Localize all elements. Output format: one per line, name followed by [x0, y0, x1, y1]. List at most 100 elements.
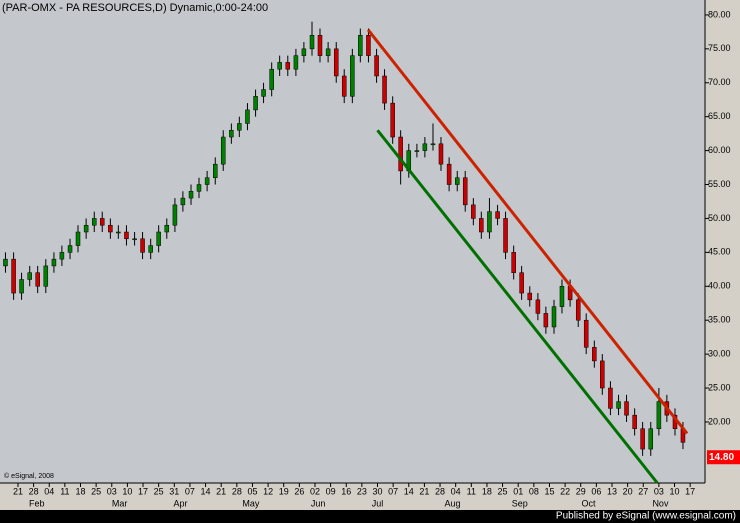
- candle-body: [269, 68, 274, 90]
- candle-body: [583, 319, 589, 348]
- candle-body: [213, 163, 218, 178]
- candle-body: [656, 401, 662, 429]
- y-tick-label: 60.00: [708, 145, 731, 155]
- candle-body: [551, 306, 557, 328]
- x-tick-label: 21: [13, 486, 23, 496]
- x-tick-label: 23: [357, 486, 367, 496]
- candle-body: [366, 35, 371, 56]
- candle-body: [454, 177, 460, 185]
- x-tick-label: 27: [638, 486, 648, 496]
- x-tick-label: 28: [232, 486, 242, 496]
- month-label: Nov: [652, 498, 669, 508]
- x-tick-label: 09: [326, 486, 336, 496]
- y-tick-label: 55.00: [708, 179, 731, 189]
- y-tick-label: 70.00: [708, 77, 731, 87]
- candle-body: [261, 89, 266, 97]
- x-tick-label: 12: [263, 486, 273, 496]
- x-tick-label: 04: [451, 486, 461, 496]
- x-tick-label: 19: [279, 486, 289, 496]
- candle-body: [640, 428, 645, 450]
- month-label: Jul: [372, 498, 384, 508]
- x-tick-label: 30: [373, 486, 383, 496]
- candle-body: [575, 299, 581, 321]
- x-tick-label: 07: [185, 486, 195, 496]
- candle-body: [616, 401, 621, 409]
- candle-body: [3, 258, 8, 267]
- x-tick-label: 25: [498, 486, 508, 496]
- candle-body: [43, 265, 49, 287]
- candle-body: [220, 136, 226, 165]
- x-tick-label: 15: [544, 486, 554, 496]
- x-tick-label: 17: [138, 486, 148, 496]
- x-tick-label: 22: [560, 486, 570, 496]
- candle-body: [559, 286, 565, 307]
- candle-body: [301, 48, 307, 56]
- footer-bar: [0, 510, 740, 523]
- x-tick-label: 03: [107, 486, 117, 496]
- x-tick-label: 31: [169, 486, 179, 496]
- y-tick-label: 35.00: [708, 315, 731, 325]
- candle-body: [317, 35, 323, 56]
- candle-body: [180, 197, 186, 206]
- candle-body: [140, 238, 145, 253]
- trend-line: [366, 28, 689, 435]
- y-tick-label: 45.00: [708, 247, 731, 257]
- candle-body: [116, 231, 121, 234]
- candle-body: [229, 129, 234, 138]
- candle-body: [27, 272, 32, 280]
- trend-line: [376, 129, 659, 484]
- candle-body: [67, 245, 73, 253]
- candle-body: [438, 143, 444, 165]
- x-tick-label: 28: [29, 486, 39, 496]
- candle-body: [35, 272, 40, 287]
- x-tick-label: 18: [482, 486, 492, 496]
- candle-body: [148, 245, 153, 253]
- footer: Published by eSignal (www.esignal.com): [556, 511, 736, 522]
- candle-body: [309, 35, 315, 50]
- y-tick-label: 65.00: [708, 111, 731, 121]
- month-label: Oct: [582, 498, 597, 508]
- candle-body: [99, 218, 105, 226]
- y-tick-label: 30.00: [708, 348, 731, 358]
- candle-body: [398, 136, 403, 172]
- x-tick-label: 01: [513, 486, 523, 496]
- candle-body: [132, 238, 137, 241]
- x-tick-label: 25: [154, 486, 164, 496]
- candle-body: [11, 258, 16, 294]
- candle-body: [527, 292, 533, 301]
- y-tick-label: 20.00: [708, 416, 731, 426]
- month-label: Sep: [512, 498, 528, 508]
- candle-body: [156, 231, 161, 246]
- candle-body: [535, 299, 541, 314]
- candle-body: [543, 313, 549, 328]
- candle-body: [293, 55, 299, 70]
- candle-body: [164, 224, 170, 233]
- candle-body: [503, 218, 508, 253]
- candle-body: [172, 204, 178, 226]
- candle-body: [600, 360, 605, 389]
- candle-body: [285, 62, 291, 70]
- x-tick-label: 14: [404, 486, 414, 496]
- x-tick-label: 10: [122, 486, 132, 496]
- candle-body: [430, 143, 436, 146]
- candle-body: [446, 163, 452, 185]
- candle-body: [204, 177, 210, 185]
- x-tick-label: 29: [576, 486, 586, 496]
- x-tick-label: 04: [44, 486, 54, 496]
- candle-body: [519, 272, 524, 294]
- y-tick-label: 40.00: [708, 281, 731, 291]
- x-tick-label: 26: [294, 486, 304, 496]
- candle-body: [422, 143, 428, 151]
- candle-body: [124, 231, 129, 240]
- candle-body: [19, 279, 24, 294]
- x-tick-label: 13: [607, 486, 617, 496]
- candle-body: [608, 387, 613, 409]
- candle-body: [245, 109, 250, 124]
- month-label: May: [242, 498, 260, 508]
- x-tick-label: 14: [201, 486, 211, 496]
- candle-body: [108, 224, 113, 233]
- x-tick-label: 08: [529, 486, 539, 496]
- x-tick-label: 03: [654, 486, 664, 496]
- x-tick-label: 02: [310, 486, 320, 496]
